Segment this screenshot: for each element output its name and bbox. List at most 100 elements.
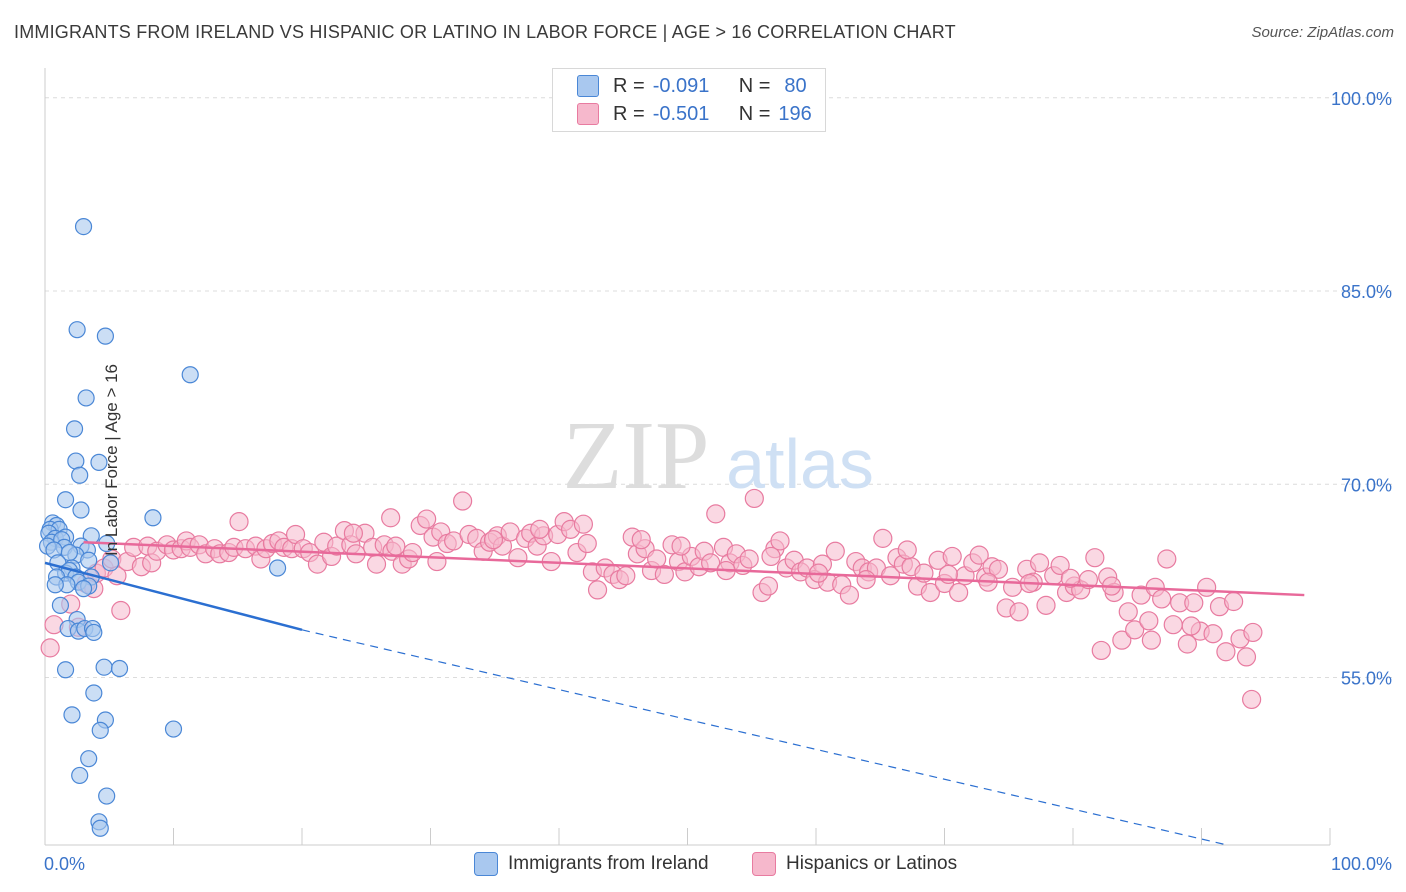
trend-lines [44, 540, 1305, 846]
stats-legend: R = -0.091 N = 80 R = -0.501 N = 196 [552, 68, 826, 132]
ireland-point [91, 819, 109, 837]
y-axis-label: In Labor Force | Age > 16 [102, 363, 122, 557]
axes [44, 68, 1331, 846]
hispanic-legend-swatch [752, 852, 776, 876]
y-tick-label-2: 70.0% [1341, 475, 1392, 495]
hispanic-point [1152, 589, 1172, 609]
hispanic-point [1216, 642, 1236, 662]
legend-item-hispanic[interactable]: Hispanics or Latinos [752, 850, 957, 878]
n-value: 196 [778, 102, 812, 125]
ireland-point [90, 453, 108, 471]
hispanic-point [969, 545, 989, 565]
hispanic-point [1060, 568, 1081, 588]
ireland-point [91, 721, 109, 739]
ireland-trend-extension [301, 629, 1228, 846]
hispanic-point [530, 519, 550, 539]
hispanic-point [343, 523, 363, 543]
n-label: N = [738, 74, 771, 97]
hispanic-swatch [577, 103, 599, 125]
n-value: 80 [784, 74, 807, 97]
ireland-point [80, 551, 98, 569]
ireland-legend-swatch [474, 852, 498, 876]
ireland-point [74, 218, 93, 236]
ireland-point [56, 491, 75, 509]
hispanic-point [587, 580, 608, 600]
ireland-point [101, 554, 120, 572]
hispanic-point [427, 551, 447, 572]
y-tick-label-3: 55.0% [1341, 669, 1392, 689]
hispanic-point [988, 559, 1009, 579]
hispanic-point [1141, 630, 1161, 650]
watermark-zip: ZIP [563, 402, 710, 510]
hispanic-point [508, 548, 528, 568]
ireland-point [63, 706, 81, 724]
hispanic-point [381, 508, 401, 528]
hispanic-point [897, 540, 917, 560]
tick-labels: 100.0% 85.0% 70.0% 55.0% 0.0% 100.0% [44, 89, 1392, 874]
x-tick-label-0: 0.0% [44, 854, 85, 874]
hispanic-point [417, 509, 437, 529]
watermark: ZIP atlas [563, 402, 874, 510]
y-tick-label-0: 100.0% [1331, 89, 1392, 109]
stats-row-ireland: R = -0.091 N = 80 [577, 73, 807, 99]
hispanic-point [616, 566, 636, 586]
hispanic-point [1036, 595, 1056, 615]
hispanic-point [40, 638, 60, 658]
r-label: R = [613, 102, 645, 125]
hispanic-point [701, 553, 721, 573]
hispanic-point [1243, 622, 1263, 643]
ireland-point [98, 787, 116, 805]
hispanic-point [1224, 591, 1244, 612]
ireland-points [38, 218, 287, 837]
ireland-point [144, 509, 162, 527]
ireland-point [110, 659, 129, 678]
hispanic-point [1236, 647, 1257, 667]
hispanic-point [1177, 634, 1197, 654]
r-value: -0.501 [652, 102, 710, 125]
hispanic-point [856, 570, 876, 590]
hispanic-point [1139, 611, 1159, 631]
hispanic-point [1050, 555, 1070, 576]
hispanic-point [744, 488, 764, 509]
hispanic-point [1085, 548, 1105, 568]
hispanic-point [942, 546, 962, 567]
hispanic-point [229, 512, 249, 532]
ireland-point [65, 420, 84, 438]
hispanic-point [577, 533, 597, 554]
hispanic-point [873, 528, 893, 548]
ireland-swatch [577, 75, 599, 97]
y-tick-label-1: 85.0% [1341, 282, 1392, 302]
hispanic-point [1091, 640, 1111, 661]
hispanic-point [573, 514, 594, 534]
hispanic-point [1125, 620, 1145, 640]
ireland-point [95, 658, 113, 676]
legend-item-ireland[interactable]: Immigrants from Ireland [474, 850, 709, 878]
hispanic-point [1118, 602, 1138, 622]
hispanic-point [1009, 602, 1029, 622]
hispanic-point [631, 530, 651, 550]
r-value: -0.091 [652, 74, 710, 97]
ireland-point [181, 366, 199, 384]
hispanic-point [949, 582, 969, 603]
ireland-trend-line [44, 561, 303, 632]
hispanic-trend-line [83, 540, 1305, 597]
ireland-point [56, 661, 75, 679]
ireland-point [67, 452, 85, 470]
ireland-point [72, 501, 90, 519]
chart-title: IMMIGRANTS FROM IRELAND VS HISPANIC OR L… [14, 22, 956, 42]
hispanic-point [453, 491, 473, 511]
ireland-point [96, 327, 114, 345]
ireland-point [71, 466, 89, 484]
hispanic-legend-label: Hispanics or Latinos [786, 853, 958, 874]
hispanic-point [671, 536, 691, 556]
ireland-point [85, 623, 103, 642]
hispanic-point [366, 554, 387, 574]
ireland-point [85, 684, 103, 702]
ireland-point [268, 559, 287, 577]
source-label: Source: ZipAtlas.com [1251, 24, 1394, 41]
hispanic-point [402, 542, 423, 563]
hispanic-point [1112, 630, 1132, 650]
ireland-point [164, 720, 183, 738]
hispanic-point [1163, 615, 1183, 635]
